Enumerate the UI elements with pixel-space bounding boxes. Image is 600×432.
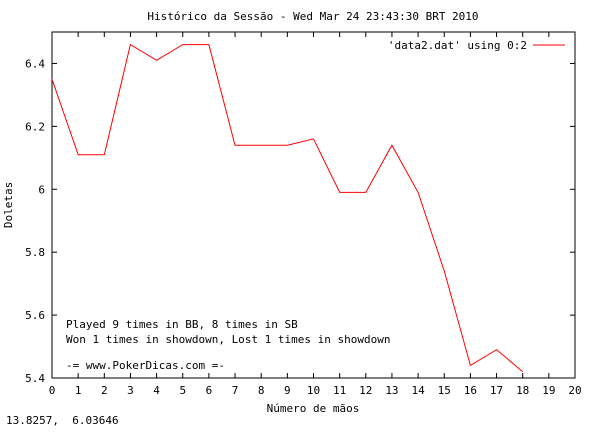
legend-label: 'data2.dat' using 0:2	[388, 39, 527, 52]
annotation-site: -= www.PokerDicas.com =-	[66, 359, 225, 372]
y-tick-label: 6.4	[25, 57, 45, 70]
mouse-coordinates-readout: 13.8257, 6.03646	[6, 414, 119, 427]
x-tick-label: 10	[307, 384, 320, 397]
annotation-played: Played 9 times in BB, 8 times in SB	[66, 318, 298, 331]
y-tick-label: 5.8	[25, 246, 45, 259]
x-tick-label: 7	[232, 384, 239, 397]
legend: 'data2.dat' using 0:2	[388, 39, 565, 52]
axis-ticks	[51, 32, 576, 379]
x-axis-label: Número de mãos	[267, 402, 360, 415]
x-tick-label: 17	[490, 384, 503, 397]
y-tick-label: 6	[38, 183, 45, 196]
x-tick-label: 8	[258, 384, 265, 397]
x-tick-label: 0	[49, 384, 56, 397]
x-tick-label: 18	[516, 384, 529, 397]
x-tick-labels: 0 1 2 3 4 5 6 7 8 9 10 11 12 13 14 15 16 17 18 19 20	[49, 384, 582, 397]
x-tick-label: 3	[127, 384, 134, 397]
x-tick-label: 5	[179, 384, 186, 397]
x-tick-label: 20	[568, 384, 581, 397]
x-tick-label: 1	[75, 384, 82, 397]
x-tick-label: 19	[542, 384, 555, 397]
y-tick-label: 5.6	[25, 309, 45, 322]
y-tick-labels: 5.4 5.6 5.8 6 6.2 6.4	[25, 57, 45, 385]
x-tick-label: 13	[385, 384, 398, 397]
series-lines	[51, 43, 524, 373]
chart-title: Histórico da Sessão - Wed Mar 24 23:43:3…	[147, 10, 478, 23]
x-tick-label: 9	[284, 384, 291, 397]
x-tick-label: 6	[206, 384, 213, 397]
annotation-showdown: Won 1 times in showdown, Lost 1 times in…	[66, 333, 391, 346]
x-tick-label: 12	[359, 384, 372, 397]
x-tick-label: 16	[464, 384, 477, 397]
y-tick-label: 6.2	[25, 120, 45, 133]
y-axis-label: Doletas	[2, 182, 15, 228]
x-tick-label: 2	[101, 384, 108, 397]
x-tick-label: 11	[333, 384, 346, 397]
y-tick-label: 5.4	[25, 372, 45, 385]
series-line	[51, 43, 524, 373]
x-tick-label: 15	[438, 384, 451, 397]
x-tick-label: 14	[411, 384, 425, 397]
x-tick-label: 4	[153, 384, 160, 397]
